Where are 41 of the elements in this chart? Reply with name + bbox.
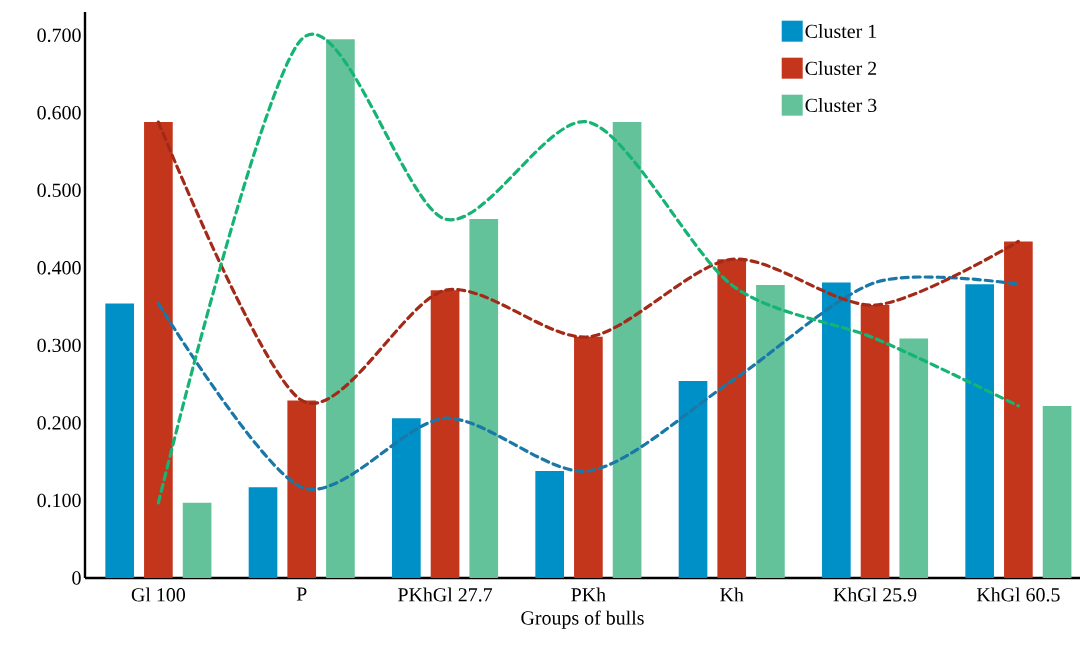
bar <box>899 338 929 578</box>
y-tick-label: 0.500 <box>37 183 81 198</box>
x-tick-label: PKh <box>571 587 606 602</box>
x-tick-label: PKhGl 27.7 <box>398 587 493 602</box>
bar <box>1004 241 1033 578</box>
bar <box>469 219 499 578</box>
legend-label: Cluster 1 <box>805 24 876 39</box>
bar <box>287 400 317 578</box>
x-tick-label: KhGl 25.9 <box>833 587 917 602</box>
bar <box>326 39 355 578</box>
bar <box>822 282 851 578</box>
bar <box>860 305 890 578</box>
y-tick-label: 0.200 <box>37 416 81 430</box>
legend-label: Cluster 3 <box>805 98 877 113</box>
bar <box>535 471 565 578</box>
bar <box>678 381 708 578</box>
bar <box>182 502 212 578</box>
y-tick-label: 0.100 <box>37 493 81 508</box>
bar <box>574 336 603 578</box>
x-tick-label: Kh <box>720 587 744 602</box>
x-tick-label: P <box>296 587 307 601</box>
y-tick-label: 0.400 <box>37 261 81 275</box>
bar <box>756 284 785 578</box>
bar <box>1042 405 1072 578</box>
y-tick-label: 0.700 <box>37 28 81 43</box>
bar <box>392 418 421 578</box>
x-tick-label: KhGl 60.5 <box>976 587 1060 602</box>
bar <box>144 122 173 578</box>
x-tick-label: Gl 100 <box>131 587 186 602</box>
bar <box>965 284 995 578</box>
line-series <box>156 120 1020 404</box>
legend-label: Cluster 2 <box>805 61 877 76</box>
bar <box>612 122 642 578</box>
y-tick-label: 0.600 <box>37 106 81 120</box>
bar <box>717 259 747 578</box>
bar <box>430 290 460 578</box>
bar <box>248 487 278 578</box>
y-tick-label: 0 <box>72 571 81 585</box>
x-axis-title: Groups of bulls <box>521 610 644 629</box>
y-tick-label: 0.300 <box>37 338 81 353</box>
bar <box>105 303 135 578</box>
